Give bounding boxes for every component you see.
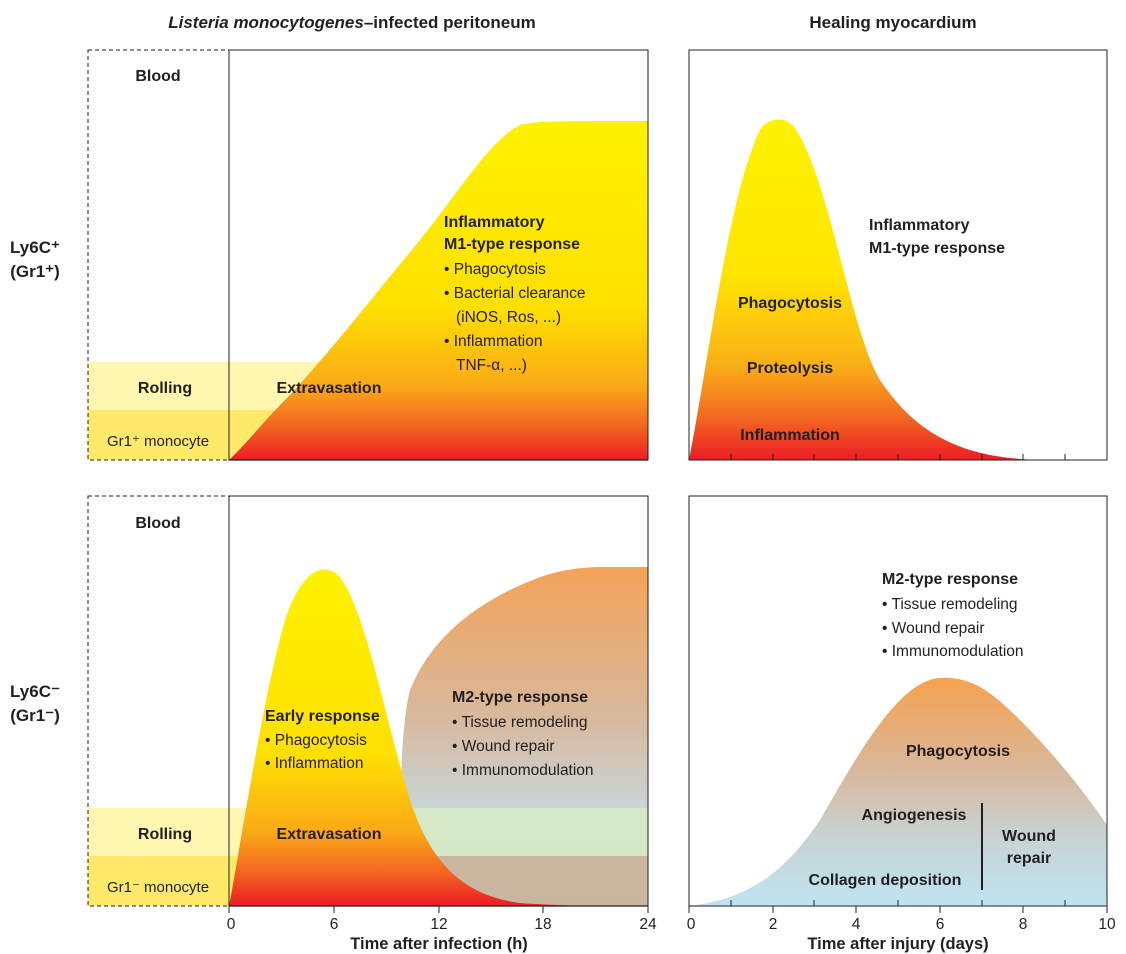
blood-label-bottom: Blood xyxy=(135,515,180,532)
myo-phagocytosis-label: Phagocytosis xyxy=(738,295,842,312)
m2-item-3: • Immunomodulation xyxy=(452,762,594,779)
infection-tick-12: 12 xyxy=(430,916,447,933)
infection-axis-label: Time after infection (h) xyxy=(350,935,528,953)
m2-item-2: • Wound repair xyxy=(452,738,555,755)
extravasation-label: Extravasation xyxy=(277,380,382,397)
panel-peritoneum-bottom: Blood Rolling Extravasation Gr1⁻ monocyt… xyxy=(87,495,649,907)
m1-item-4: • Inflammation xyxy=(444,333,542,350)
angiogenesis-label: Angiogenesis xyxy=(862,807,967,824)
m1-item-5: TNF-α, ...) xyxy=(456,357,527,374)
myo-m2-item-1: • Tissue remodeling xyxy=(882,596,1018,613)
injury-tick-4: 4 xyxy=(852,916,861,933)
m1-title-2: M1-type response xyxy=(444,236,580,253)
myo-inflammation-label: Inflammation xyxy=(740,427,840,444)
injury-tick-0: 0 xyxy=(687,916,696,933)
infection-axis: 0 6 12 18 24 Time after infection (h) xyxy=(227,906,657,953)
injury-axis-label: Time after injury (days) xyxy=(807,935,988,953)
collagen-label: Collagen deposition xyxy=(809,872,962,889)
injury-tick-2: 2 xyxy=(769,916,778,933)
m1-response-curve xyxy=(229,121,648,460)
myo-m2-item-2: • Wound repair xyxy=(882,620,985,637)
right-title: Healing myocardium xyxy=(809,13,976,32)
m1-item-2: • Bacterial clearance xyxy=(444,285,586,302)
infection-tick-18: 18 xyxy=(534,916,551,933)
monocyte-label: Gr1⁺ monocyte xyxy=(107,433,209,450)
early-item-1: • Phagocytosis xyxy=(265,732,367,749)
monocyte-label-bottom: Gr1⁻ monocyte xyxy=(107,879,209,896)
infection-tick-0: 0 xyxy=(227,916,236,933)
infection-tick-24: 24 xyxy=(639,916,657,933)
myo-phagocytosis-bottom: Phagocytosis xyxy=(906,743,1010,760)
rolling-label-bottom: Rolling xyxy=(138,826,192,843)
repair-label: repair xyxy=(1007,850,1051,867)
left-title-rest: –infected peritoneum xyxy=(364,13,536,32)
blood-label: Blood xyxy=(135,68,180,85)
injury-axis: 0 2 4 6 8 10 Time after injury (days) xyxy=(687,900,1116,953)
left-title: Listeria monocytogenes–infected peritone… xyxy=(168,13,535,32)
m2-title: M2-type response xyxy=(452,689,588,706)
wound-label: Wound xyxy=(1002,828,1056,845)
myo-m1-title-2: M1-type response xyxy=(869,240,1005,257)
m1-item-1: • Phagocytosis xyxy=(444,261,546,278)
m2-item-1: • Tissue remodeling xyxy=(452,714,588,731)
row-label-bottom-2: (Gr1⁻) xyxy=(10,706,60,725)
myo-m1-title-1: Inflammatory xyxy=(869,217,970,234)
myo-m2-title: M2-type response xyxy=(882,571,1018,588)
row-label-bottom-1: Ly6C⁻ xyxy=(10,682,60,701)
early-item-2: • Inflammation xyxy=(265,755,363,772)
panel-myocardium-bottom: M2-type response • Tissue remodeling • W… xyxy=(688,495,1108,907)
extravasation-label-bottom: Extravasation xyxy=(277,826,382,843)
injury-tick-10: 10 xyxy=(1098,916,1116,933)
myocardium-m2-curve xyxy=(689,677,1107,906)
panel-peritoneum-top: Blood Rolling Extravasation Gr1⁺ monocyt… xyxy=(87,49,649,461)
myo-proteolysis-label: Proteolysis xyxy=(747,360,833,377)
infection-tick-6: 6 xyxy=(330,916,339,933)
panel-myocardium-top: Inflammatory M1-type response Phagocytos… xyxy=(688,49,1108,461)
myo-m2-item-3: • Immunomodulation xyxy=(882,643,1024,660)
left-title-italic: Listeria monocytogenes xyxy=(168,13,364,32)
m1-item-3: (iNOS, Ros, ...) xyxy=(456,309,561,326)
rolling-label: Rolling xyxy=(138,380,192,397)
row-label-top-2: (Gr1⁺) xyxy=(10,262,60,281)
early-title: Early response xyxy=(265,708,380,725)
injury-tick-6: 6 xyxy=(936,916,945,933)
row-label-top-1: Ly6C⁺ xyxy=(10,238,60,257)
myocardium-m1-curve xyxy=(689,119,1107,460)
early-response-curve xyxy=(229,569,648,906)
m2-rolling-overlay xyxy=(400,808,648,856)
m1-title-1: Inflammatory xyxy=(444,214,545,231)
injury-tick-8: 8 xyxy=(1019,916,1028,933)
